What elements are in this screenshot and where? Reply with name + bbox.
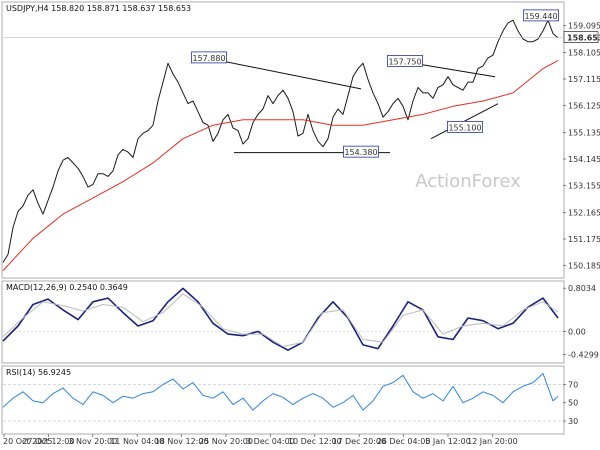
y-tick-label: 156.125: [568, 102, 600, 111]
rsi-plot: [2, 373, 563, 422]
axes: 159.095 158.105 157.115 156.125 155.135 154.1…: [3, 22, 600, 446]
annotation-label: 157.750: [388, 57, 421, 66]
y-tick-label: 153.155: [568, 182, 600, 191]
annotation-label: 154.380: [344, 148, 377, 157]
x-tick-label: 18 Nov 12:00: [155, 437, 209, 446]
watermark: ActionForex: [415, 171, 521, 192]
annotation-box: [523, 9, 559, 22]
y-tick-label: -0.4299: [568, 351, 599, 360]
y-tick-label: 30: [568, 417, 578, 426]
series-ma-line: [2, 60, 559, 271]
annotation-label: 157.880: [192, 54, 225, 63]
y-tick-label: 150.185: [568, 262, 600, 271]
series-rsi-line: [2, 373, 559, 411]
trendline: [208, 57, 362, 90]
current-price-box: [563, 31, 599, 43]
series-usdjpy-line: [2, 19, 559, 263]
annotation-label: 155.100: [448, 123, 481, 132]
price-header: USDJPY,H4 158.820 158.871 158.637 158.65…: [6, 4, 191, 13]
macd-header: MACD(12,26,9) 0.2540 0.3649: [6, 283, 128, 292]
y-tick-label: 155.135: [568, 128, 600, 137]
series-signal-line: [2, 293, 559, 347]
x-tick-label: 12 Jan 20:00: [467, 437, 518, 446]
current-price-label: 158.653: [567, 34, 600, 43]
rsi-panel-frame: [1, 365, 565, 435]
annotation-box: [387, 55, 423, 67]
annotation-box: [447, 120, 483, 133]
y-tick-label: 157.115: [568, 75, 600, 84]
y-tick-label: 151.175: [568, 235, 600, 244]
price-plot: 157.880 157.750 159.440 154.380 155.100: [2, 9, 563, 271]
price-panel-frame: [1, 1, 565, 279]
y-tick-label: 0.00: [568, 327, 586, 336]
x-tick-label: 11 Nov 04:00: [110, 437, 164, 446]
x-tick-label: 17 Dec 20:00: [332, 437, 386, 446]
x-tick-label: 3 Dec 04:00: [246, 437, 295, 446]
annotation-box: [343, 145, 379, 158]
y-tick-label: 154.145: [568, 155, 600, 164]
x-tick-label: 5 Jan 12:00: [425, 437, 471, 446]
series-macd-line: [2, 287, 559, 352]
x-tick-label: 25 Nov 20:00: [199, 437, 253, 446]
x-tick-label: 3 Nov 20:00: [68, 437, 117, 446]
x-tick-label: 10 Dec 12:00: [288, 437, 342, 446]
y-tick-label: 158.105: [568, 48, 600, 57]
rsi-header: RSI(14) 56.9245: [6, 368, 71, 377]
macd-panel-frame: [1, 280, 565, 364]
y-tick-label: 0.8034: [568, 284, 596, 293]
y-tick-label: 50: [568, 399, 578, 408]
y-tick-label: 159.095: [568, 22, 600, 31]
x-tick-label: 26 Dec 04:00: [377, 437, 431, 446]
y-tick-label: 152.165: [568, 208, 600, 217]
macd-plot: [2, 287, 563, 352]
annotation-label: 159.440: [524, 12, 557, 21]
x-tick-label: 27 Oct 12:00: [22, 437, 74, 446]
annotation-box: [191, 51, 227, 64]
x-tick-label: 20 Oct 2025: [3, 437, 52, 446]
y-tick-label: 70: [568, 380, 578, 389]
